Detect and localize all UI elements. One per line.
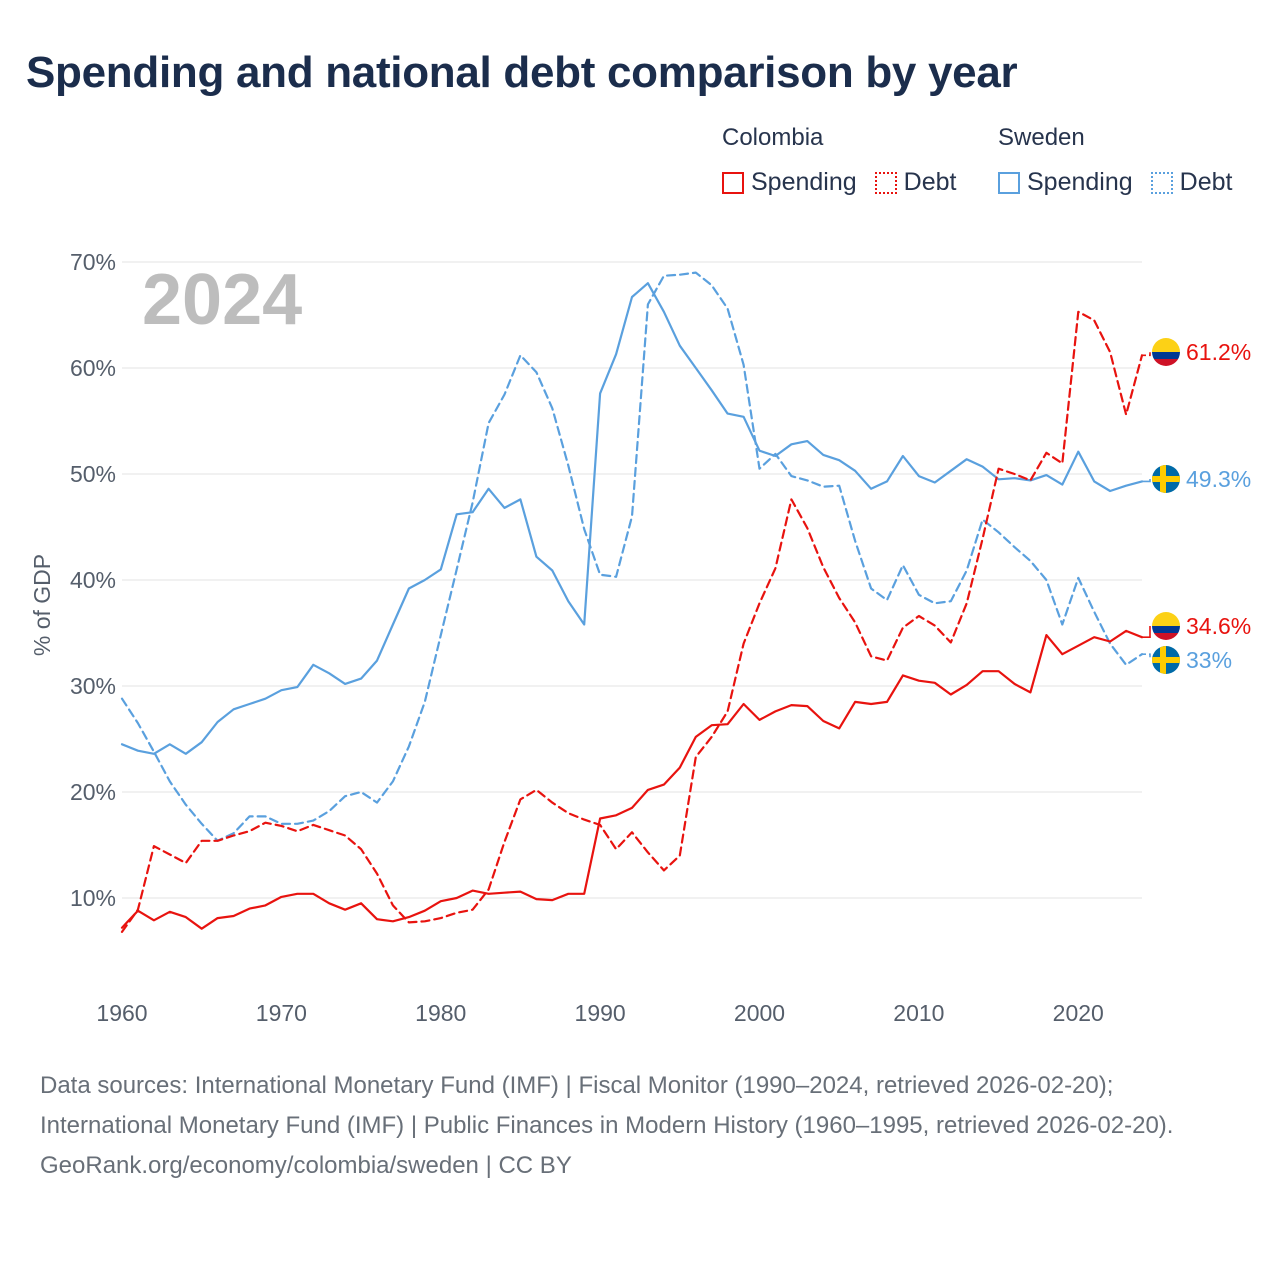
y-axis-label: % of GDP	[29, 554, 55, 656]
x-tick-label: 1980	[415, 1000, 466, 1026]
line-chart: 10% 20% 30% 40% 50% 60% 70% 1960 1970 1980 1990 200…	[29, 249, 1251, 1026]
year-watermark: 2024	[142, 260, 302, 340]
legend-colombia: Colombia Spending Debt	[722, 124, 974, 197]
flag-cross-vertical	[1160, 646, 1166, 674]
x-tick-label: 2000	[734, 1000, 785, 1026]
legend-swatch-solid-icon	[998, 171, 1020, 194]
series-line-sweden-spending[interactable]	[120, 282, 1144, 755]
legend-sweden: Sweden Spending Debt	[998, 124, 1250, 197]
y-tick-label: 70%	[70, 249, 116, 275]
legend-country-sweden: Sweden	[998, 124, 1085, 151]
colombia-flag-icon	[1152, 338, 1180, 366]
legend-swatch-dotted-icon	[1150, 171, 1173, 194]
end-label-connector	[1142, 653, 1151, 660]
legend-swatch-dotted-icon	[874, 171, 897, 194]
y-tick-label: 40%	[70, 567, 116, 593]
y-tick-label: 50%	[70, 461, 116, 487]
end-label-connector	[1142, 352, 1151, 357]
legend-label: Debt	[1179, 168, 1233, 196]
legend-sweden-spending[interactable]: Spending	[998, 168, 1133, 197]
series-line-colombia-spending[interactable]	[120, 629, 1144, 930]
x-tick-label: 1970	[256, 1000, 307, 1026]
end-value-label: 49.3%	[1186, 466, 1251, 492]
series-line-colombia-debt[interactable]	[120, 310, 1144, 934]
flag-cross-vertical	[1160, 465, 1166, 493]
flag-stripe-red	[1152, 359, 1180, 366]
flag-stripe-blue	[1152, 626, 1180, 633]
legend-label: Debt	[903, 168, 957, 196]
end-value-label: 61.2%	[1186, 339, 1251, 365]
flag-stripe-red	[1152, 633, 1180, 640]
end-value-label: 33%	[1186, 647, 1232, 673]
chart-title: Spending and national debt comparison by…	[26, 48, 1018, 97]
x-tick-label: 1960	[96, 1000, 147, 1026]
flag-stripe-yellow	[1152, 338, 1180, 352]
colombia-flag-icon	[1152, 612, 1180, 640]
flag-stripe-yellow	[1152, 612, 1180, 626]
legend-label: Spending	[1027, 168, 1133, 196]
series-line-sweden-debt[interactable]	[120, 271, 1144, 842]
data-sources: Data sources: International Monetary Fun…	[40, 1072, 1174, 1139]
y-tick-label: 60%	[70, 355, 116, 381]
y-tick-label: 30%	[70, 673, 116, 699]
x-tick-label: 2020	[1053, 1000, 1104, 1026]
end-label-connector	[1142, 479, 1151, 483]
footer: Data sources: International Monetary Fun…	[40, 1066, 1240, 1186]
attribution[interactable]: GeoRank.org/economy/colombia/sweden | CC…	[40, 1152, 572, 1179]
end-value-label: 34.6%	[1186, 613, 1251, 639]
legend-label: Spending	[751, 168, 857, 196]
end-label-connector	[1142, 626, 1151, 639]
x-tick-label: 2010	[893, 1000, 944, 1026]
x-tick-label: 1990	[575, 1000, 626, 1026]
legend-colombia-debt[interactable]: Debt	[874, 168, 957, 197]
y-tick-label: 20%	[70, 779, 116, 805]
flag-stripe-blue	[1152, 352, 1180, 359]
legend-colombia-spending[interactable]: Spending	[722, 168, 857, 197]
sweden-flag-icon	[1152, 465, 1180, 493]
legend-country-colombia: Colombia	[722, 124, 824, 151]
legend-sweden-debt[interactable]: Debt	[1150, 168, 1233, 197]
legend-swatch-solid-icon	[722, 171, 744, 194]
y-tick-label: 10%	[70, 885, 116, 911]
sweden-flag-icon	[1152, 646, 1180, 674]
